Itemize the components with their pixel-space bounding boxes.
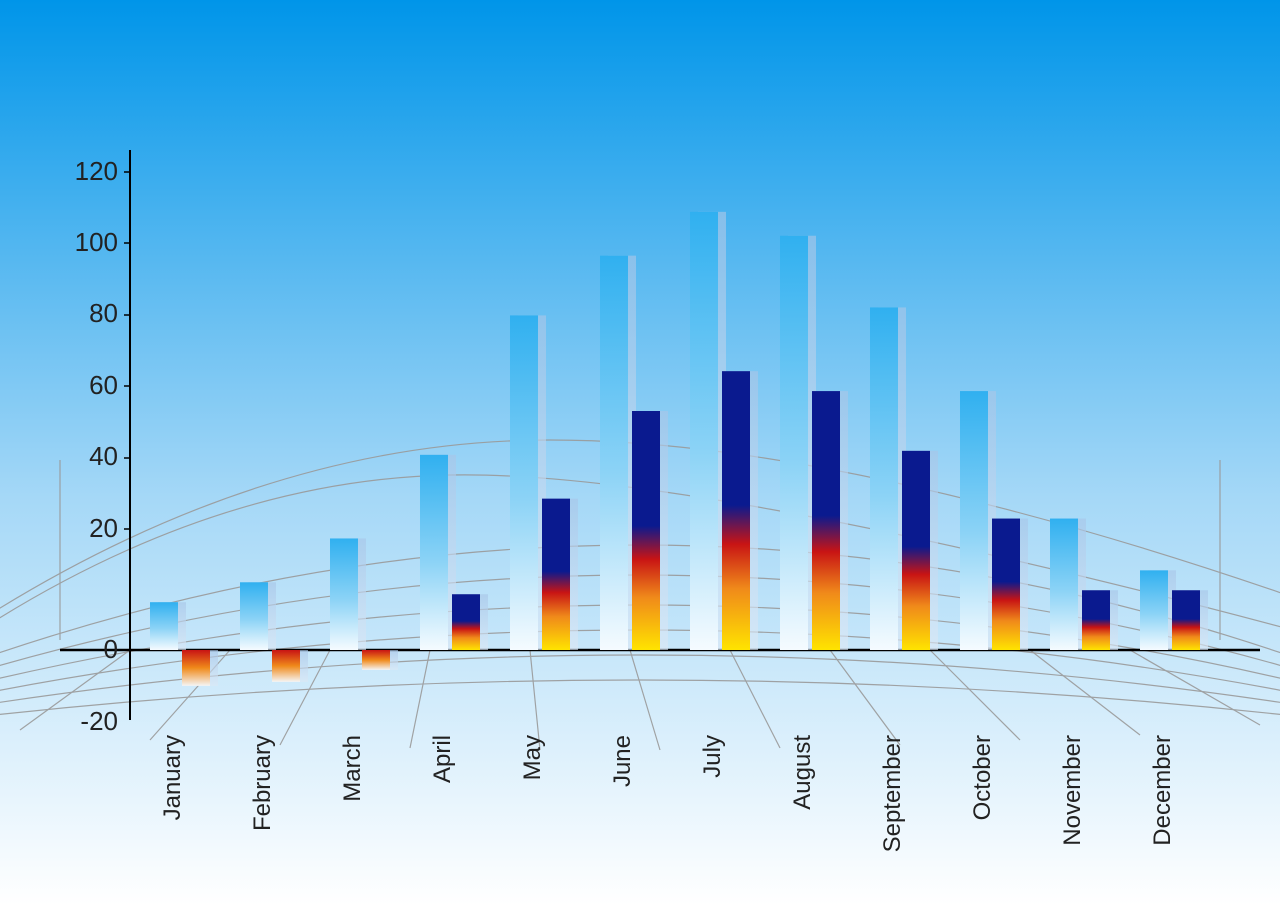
series1-bar xyxy=(420,455,448,650)
ytick-80: 80 xyxy=(89,298,118,328)
x-label: November xyxy=(1059,735,1086,846)
series1-bar xyxy=(780,236,808,650)
x-label: April xyxy=(429,735,456,783)
ytick-neg20: -20 xyxy=(80,706,118,736)
series2-bar xyxy=(722,371,750,650)
series1-bar xyxy=(1050,519,1078,650)
x-label: January xyxy=(159,735,186,820)
ytick-40: 40 xyxy=(89,441,118,471)
series1-bar xyxy=(690,212,718,650)
x-label: May xyxy=(519,735,546,780)
series1-bar xyxy=(330,538,358,650)
series1-bar xyxy=(870,307,898,650)
series2-bar xyxy=(1172,590,1200,650)
x-label: February xyxy=(249,735,276,831)
monthly-bar-chart: 120 100 80 60 40 20 0 -20 January Februar… xyxy=(0,0,1280,905)
x-label: October xyxy=(969,735,996,820)
series2-bar xyxy=(542,499,570,650)
series2-bar xyxy=(272,650,300,682)
series2-bar xyxy=(902,451,930,650)
series2-bar xyxy=(362,650,390,670)
series1-bar xyxy=(960,391,988,650)
series2-bar xyxy=(452,594,480,650)
ytick-100: 100 xyxy=(75,227,118,257)
x-label: July xyxy=(699,735,726,778)
chart-svg: 120 100 80 60 40 20 0 -20 January Februar… xyxy=(0,0,1280,905)
series1-bar xyxy=(510,315,538,650)
x-label: June xyxy=(609,735,636,787)
x-label: September xyxy=(879,735,906,852)
series2-bar xyxy=(812,391,840,650)
ytick-60: 60 xyxy=(89,370,118,400)
series1-bar xyxy=(150,602,178,650)
series1-bar xyxy=(1140,570,1168,650)
ytick-20: 20 xyxy=(89,513,118,543)
ytick-0: 0 xyxy=(104,634,118,664)
ytick-120: 120 xyxy=(75,156,118,186)
series1-bar xyxy=(240,582,268,650)
series2-bar xyxy=(992,519,1020,650)
series1-bar xyxy=(600,256,628,650)
series2-bar xyxy=(632,411,660,650)
series2-bar xyxy=(1082,590,1110,650)
x-label: March xyxy=(339,735,366,802)
x-label: August xyxy=(789,735,816,810)
x-label: December xyxy=(1149,735,1176,846)
series2-bar xyxy=(182,650,210,686)
